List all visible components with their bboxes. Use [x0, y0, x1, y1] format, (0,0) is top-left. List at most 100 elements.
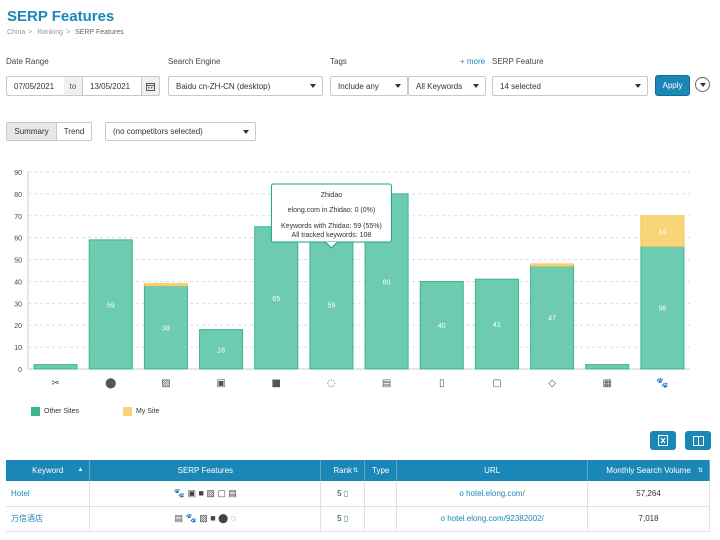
table-row: 万信酒店 ▤ 🐾 ▨ ■ ⬤ ◌ 5 ▯ o hotel.elong.com/9… [6, 506, 710, 532]
col-keyword-label: Keyword [32, 466, 64, 475]
legend-swatch [31, 407, 40, 416]
expand-filters-button[interactable] [695, 77, 710, 92]
y-tick-label: 0 [18, 367, 22, 374]
col-type: Type [364, 460, 398, 481]
data-label: 38 [162, 325, 170, 332]
serp-feature-icons: 🐾 ▣ ■ ▨ ▢ ▤ [173, 487, 237, 498]
col-serp-features: SERP Features [89, 460, 322, 481]
pdf-icon: ▯ [439, 378, 445, 389]
bar-other-sites [419, 280, 464, 370]
page-icon[interactable]: ▯ [343, 488, 349, 498]
data-label: 65 [272, 296, 280, 303]
chevron-down-icon [635, 84, 641, 88]
col-url: URL [396, 460, 589, 481]
date-from-input[interactable]: 07/05/2021 [6, 76, 65, 96]
breadcrumb-china[interactable]: China [7, 29, 26, 36]
legend-label: Other Sites [44, 408, 80, 415]
rank-cell: 5 ▯ [320, 481, 366, 507]
url-link[interactable]: o hotel.elong.com/92382002/ [441, 514, 544, 523]
bar-other-sites [254, 226, 299, 370]
serp-feature-select[interactable]: 14 selected [492, 76, 648, 96]
bar-other-sites [474, 278, 519, 370]
sort-icon: ⇅ [697, 468, 703, 474]
col-keyword[interactable]: Keyword ▲ [6, 460, 91, 481]
date-to-input[interactable]: 13/05/2021 [82, 76, 142, 96]
tooltip-title: Zhidao [321, 192, 343, 199]
data-label: 80 [383, 279, 391, 286]
data-label: 41 [493, 322, 501, 329]
bar-other-sites [309, 239, 354, 370]
tags-match-select[interactable]: Include any [330, 76, 408, 96]
col-volume-label: Monthly Search Volume [606, 466, 691, 475]
tags-select[interactable]: All Keywords [408, 76, 486, 96]
bar-other-sites [199, 329, 244, 370]
serp-feature-icons: ▤ 🐾 ▨ ■ ⬤ ◌ [174, 513, 237, 523]
url-text: hotel.elong.com/ [466, 488, 525, 498]
col-rank[interactable]: Rank ⇅ [320, 460, 366, 481]
apply-button[interactable]: Apply [655, 75, 690, 96]
more-filters-link[interactable]: + more [460, 57, 486, 66]
tooltip-pointer [325, 241, 338, 249]
bar-my-site [530, 263, 575, 267]
rank-value: 5 [337, 514, 342, 523]
image-icon: ▨ [161, 378, 170, 389]
data-label: 47 [548, 316, 556, 323]
breadcrumb: China > Ranking > SERP Features [7, 29, 124, 36]
chat-icon: ◌ [327, 378, 336, 389]
globe-icon: o [440, 514, 448, 523]
y-tick-label: 40 [14, 279, 22, 286]
tab-summary[interactable]: Summary [6, 122, 57, 141]
competitors-select[interactable]: (no competitors selected) [105, 122, 256, 141]
columns-icon [692, 435, 704, 446]
url-cell: o hotel.elong.com/ [396, 481, 589, 507]
pin-icon: ⬤ [105, 378, 116, 389]
y-tick-label: 60 [14, 236, 22, 243]
col-url-label: URL [484, 466, 501, 475]
bar-other-sites [530, 265, 575, 370]
book-icon: ▤ [382, 378, 391, 389]
chevron-down-icon [699, 82, 706, 87]
export-excel-button[interactable] [650, 431, 676, 450]
sort-asc-icon: ▲ [77, 467, 84, 473]
bar-my-site [143, 283, 188, 287]
chevron-down-icon [473, 84, 479, 88]
bar-other-sites [143, 285, 188, 370]
rank-cell: 5 ▯ [320, 506, 366, 532]
search-engine-select[interactable]: Baidu cn-ZH-CN (desktop) [168, 76, 323, 96]
columns-toggle-button[interactable] [685, 431, 711, 450]
search-engine-label: Search Engine [168, 57, 221, 66]
scissors-icon: ✂ [51, 378, 59, 389]
keyword-cell[interactable]: 万信酒店 [6, 506, 91, 532]
data-label: 18 [217, 347, 225, 354]
calendar-icon[interactable] [141, 76, 160, 96]
shop-icon: ▦ [603, 378, 612, 389]
legend-my-site[interactable]: My Site [123, 407, 159, 416]
serp-features-cell: ▤ 🐾 ▨ ■ ⬤ ◌ [89, 506, 322, 532]
col-serp-features-label: SERP Features [177, 466, 234, 475]
tab-trend[interactable]: Trend [56, 122, 92, 141]
tooltip-line: Keywords with Zhidao: 59 (55%) [281, 223, 382, 230]
data-label: 40 [438, 323, 446, 330]
bar-other-sites [640, 245, 685, 370]
serp-feature-label: SERP Feature [492, 57, 544, 66]
page-title: SERP Features [7, 8, 115, 25]
col-volume[interactable]: Monthly Search Volume ⇅ [587, 460, 710, 481]
url-text: hotel.elong.com/92382002/ [447, 514, 544, 523]
note-icon: ▢ [492, 378, 501, 389]
url-cell: o hotel.elong.com/92382002/ [396, 506, 589, 532]
volume-cell: 7,018 [587, 506, 710, 532]
rank-value: 5 [337, 488, 342, 498]
breadcrumb-ranking[interactable]: Ranking [37, 29, 64, 36]
legend-other-sites[interactable]: Other Sites [31, 407, 79, 416]
excel-icon [658, 435, 668, 446]
url-link[interactable]: o hotel.elong.com/ [459, 489, 524, 498]
serp-features-cell: 🐾 ▣ ■ ▨ ▢ ▤ [89, 481, 322, 507]
page-icon[interactable]: ▯ [343, 514, 349, 523]
data-label: 14 [659, 229, 667, 236]
competitors-value: (no competitors selected) [113, 127, 203, 136]
bar-other-sites [33, 364, 78, 370]
tooltip-line: elong.com in Zhidao: 0 (0%) [288, 207, 376, 214]
legend-label: My Site [136, 408, 160, 415]
keyword-cell[interactable]: Hotel [6, 481, 91, 507]
y-tick-label: 90 [14, 170, 22, 177]
